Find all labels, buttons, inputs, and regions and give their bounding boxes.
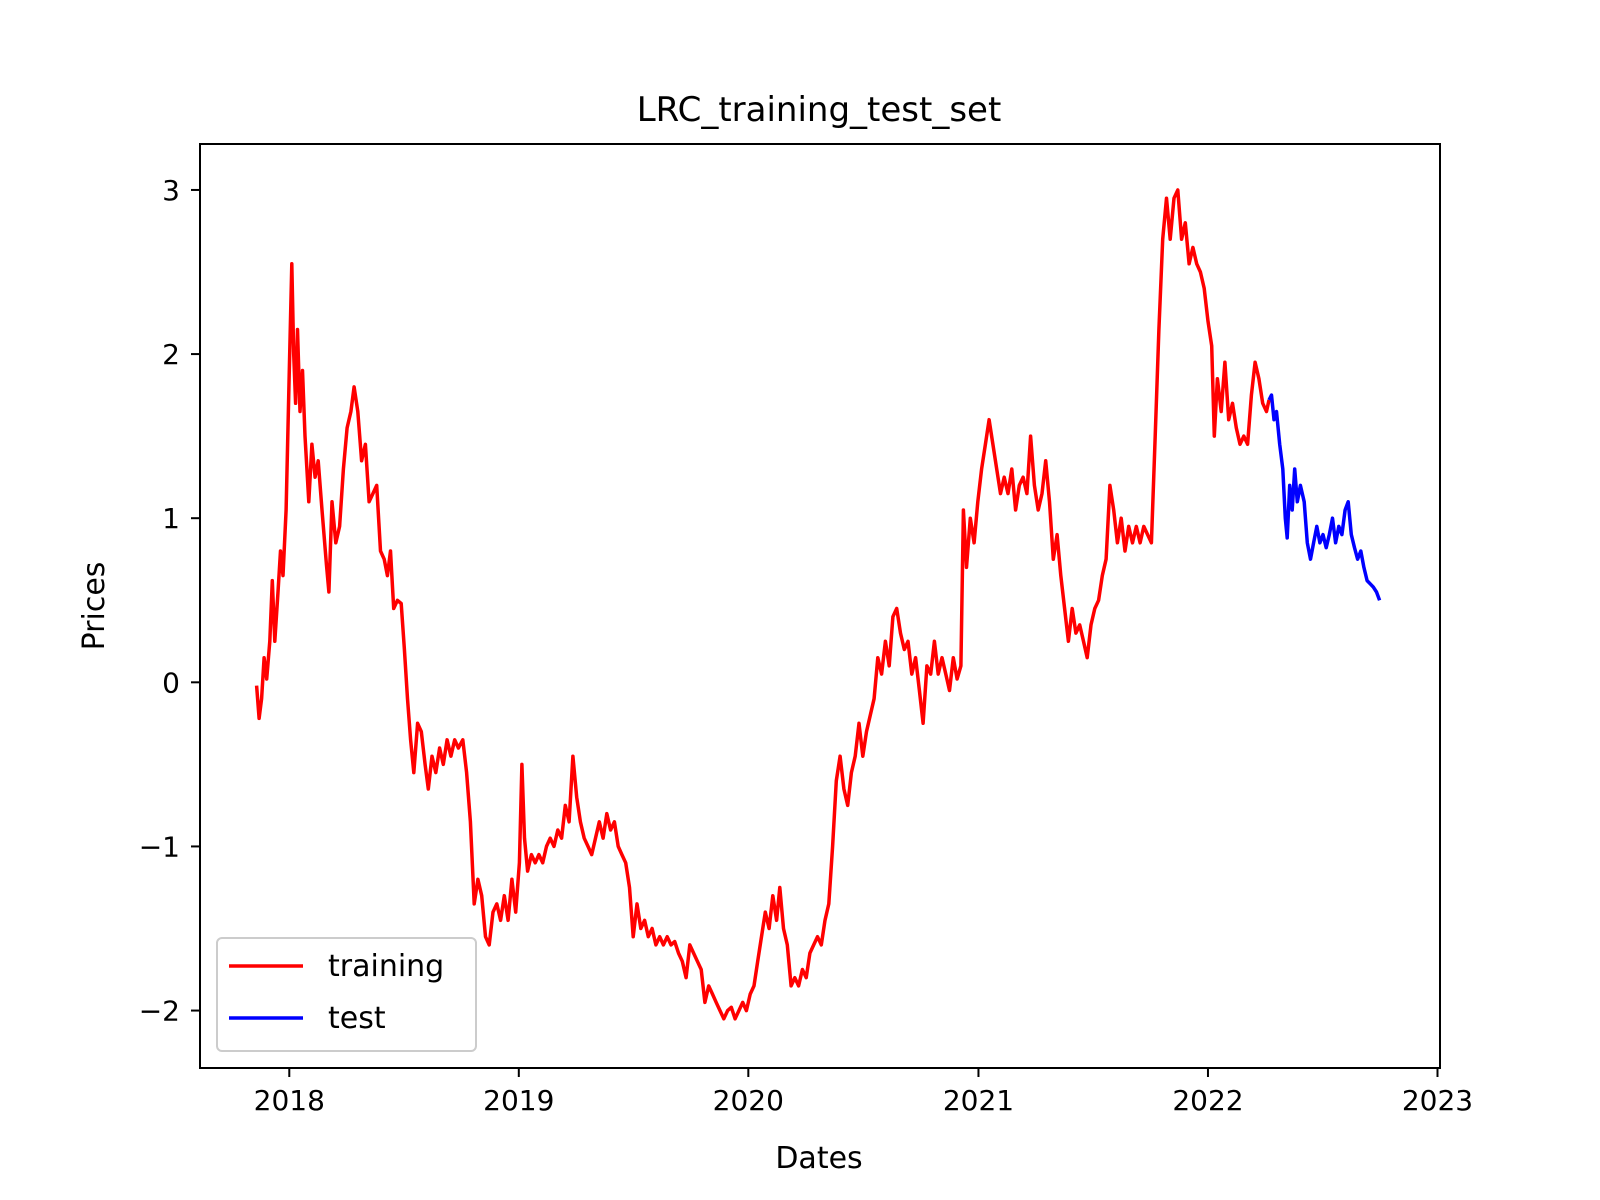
y-tick-label: 2 [162, 338, 180, 371]
x-tick-label: 2019 [483, 1084, 554, 1117]
x-tick-label: 2023 [1402, 1084, 1473, 1117]
plot-frame [199, 143, 1441, 1069]
y-tick-label: 1 [162, 502, 180, 535]
series-line-test [1267, 393, 1382, 601]
legend: training test [216, 937, 477, 1052]
series-line-training [254, 188, 1271, 1021]
y-tick-label: −2 [139, 995, 180, 1028]
x-tick-label: 2022 [1172, 1084, 1243, 1117]
x-tick-label: 2020 [713, 1084, 784, 1117]
y-tick-label: −1 [139, 830, 180, 863]
x-axis-label: Dates [775, 1141, 862, 1176]
legend-label-training: training [328, 949, 444, 984]
chart-title: LRC_training_test_set [637, 90, 1002, 130]
ticks-layer: 2018 2019 2020 2021 2022 2023 −2 −1 0 1 2 3 [139, 174, 1473, 1117]
y-tick-label: 0 [162, 666, 180, 699]
y-axis-label: Prices [77, 562, 112, 651]
x-tick-label: 2021 [943, 1084, 1014, 1117]
legend-label-test: test [328, 1001, 386, 1036]
y-tick-label: 3 [162, 174, 180, 207]
x-tick-label: 2018 [254, 1084, 325, 1117]
lines-layer [254, 188, 1382, 1021]
